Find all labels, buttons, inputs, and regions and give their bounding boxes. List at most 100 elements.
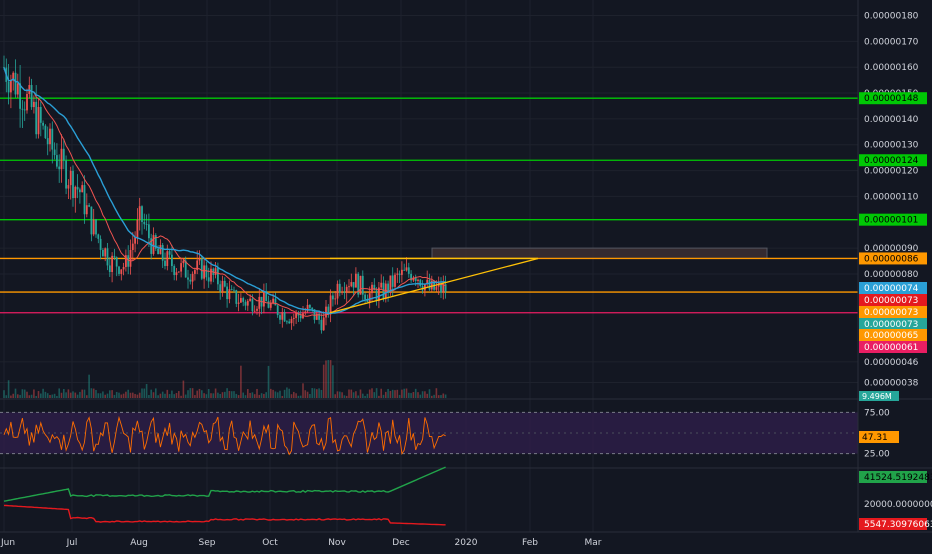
volume-bar — [120, 394, 123, 398]
candle-body — [221, 280, 224, 292]
volume-bar — [198, 388, 201, 398]
volume-bar — [251, 392, 254, 398]
volume-bar — [375, 388, 378, 398]
volume-bar — [51, 394, 54, 398]
volume-bar — [92, 388, 95, 398]
volume-bar — [327, 360, 330, 398]
candle-body — [338, 283, 341, 293]
volume-bar — [17, 394, 19, 398]
volume-bar — [286, 387, 288, 398]
volume-bar — [83, 389, 86, 398]
volume-bar — [214, 388, 217, 398]
volume-bar — [332, 365, 334, 398]
candle-body — [405, 267, 408, 271]
volume-bar — [10, 395, 12, 398]
rsi-line — [3, 415, 446, 456]
time-tick-label: Dec — [392, 538, 409, 548]
candle-body — [306, 304, 309, 312]
candle-body — [246, 300, 249, 306]
volume-bar — [219, 394, 221, 398]
candle-body — [49, 128, 51, 145]
candle-body — [219, 284, 222, 292]
volume-bar — [191, 388, 194, 398]
candle-body — [214, 268, 217, 275]
candle-body — [134, 237, 136, 244]
volume-bar — [265, 392, 267, 398]
time-tick-label: Feb — [522, 538, 538, 548]
candle-body — [145, 224, 148, 225]
volume-bar — [104, 394, 106, 398]
volume-bar — [69, 392, 72, 398]
candle-body — [375, 290, 378, 301]
volume-bar — [237, 395, 240, 398]
candle-body — [249, 298, 251, 301]
volume-bar — [203, 393, 205, 398]
volume-bar — [405, 388, 408, 398]
volume-bar — [408, 392, 410, 398]
volume-bar — [244, 395, 247, 398]
volume-bar — [166, 389, 169, 398]
candle-body — [258, 296, 261, 309]
volume-bar — [184, 394, 187, 398]
candle-body — [295, 312, 297, 318]
volume-bar — [355, 391, 357, 398]
candle-body — [106, 248, 109, 266]
candle-body — [419, 279, 422, 287]
candle-body — [12, 72, 15, 81]
volume-bar — [111, 390, 113, 398]
candle-body — [95, 219, 97, 235]
volume-bar — [88, 374, 90, 398]
candle-body — [115, 257, 118, 267]
volume-bar — [141, 388, 143, 398]
volume-bar — [329, 360, 332, 398]
candle-body — [35, 101, 38, 135]
candle-body — [288, 321, 291, 324]
volume-bar — [152, 392, 155, 398]
current-price-badge-bg — [859, 294, 927, 306]
volume-bar — [164, 393, 166, 398]
candle-body — [113, 255, 116, 258]
candle-body — [150, 238, 153, 254]
candle-body — [81, 185, 84, 193]
level-price-badge-bg — [859, 92, 927, 105]
volume-bar — [419, 394, 422, 398]
time-tick-label: 2020 — [455, 538, 478, 548]
candle-body — [357, 273, 360, 295]
candle-body — [378, 287, 380, 301]
candle-body — [72, 170, 74, 199]
candle-body — [430, 280, 433, 290]
volume-bar — [60, 392, 63, 398]
volume-bar — [44, 391, 47, 398]
candle-body — [414, 277, 417, 281]
volume-bar — [3, 390, 5, 398]
candle-body — [398, 273, 401, 275]
candle-body — [350, 282, 353, 287]
candle-body — [177, 271, 180, 273]
indicator-value-badge-bg — [859, 471, 927, 483]
candle-body — [131, 243, 134, 251]
volume-bar — [175, 393, 178, 398]
volume-bar — [428, 389, 431, 398]
volume-bar — [293, 391, 295, 398]
candle-body — [30, 85, 33, 108]
volume-bar — [433, 394, 435, 398]
candle-body — [37, 106, 40, 135]
candle-body — [65, 160, 67, 189]
candle-body — [269, 303, 272, 308]
candle-body — [233, 289, 235, 291]
indicator-tick-label: 20000.00000000 — [864, 500, 932, 510]
current-price-badge-bg — [859, 282, 927, 294]
candle-body — [444, 284, 447, 292]
volume-bar — [341, 392, 343, 398]
volume-bar — [157, 395, 159, 398]
volume-bar — [401, 389, 403, 398]
moving-average-fast — [3, 67, 446, 317]
volume-bar — [217, 392, 219, 398]
candle-body — [99, 238, 102, 250]
candle-body — [256, 308, 258, 311]
price-tick-label: 0.00000130 — [864, 141, 919, 151]
volume-bar — [313, 388, 316, 398]
price-tick-label: 0.00000090 — [864, 244, 919, 254]
volume-bar — [180, 395, 182, 398]
